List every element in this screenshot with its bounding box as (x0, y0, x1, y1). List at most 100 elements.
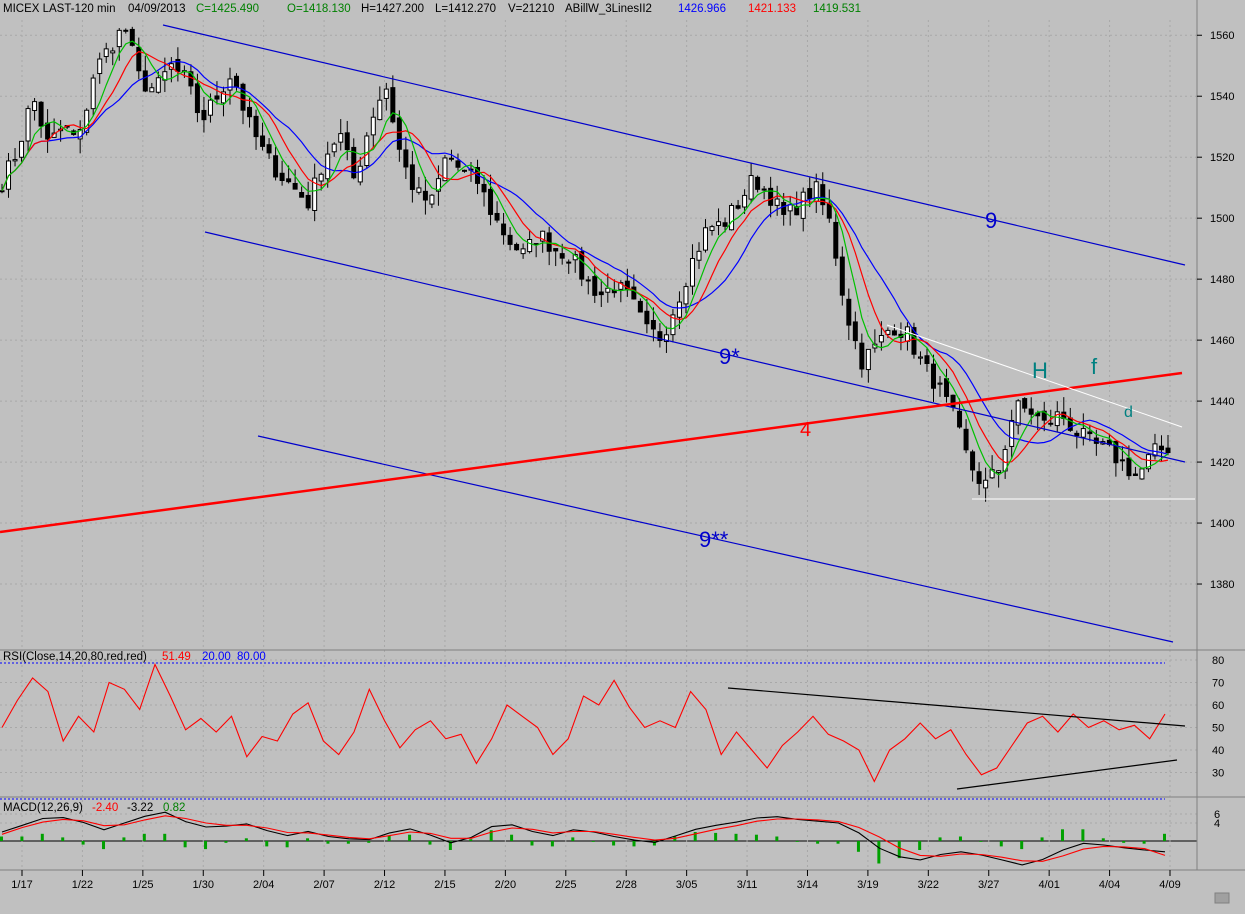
candle-body (755, 176, 761, 190)
candle (142, 55, 148, 93)
candle (312, 163, 318, 222)
candle (305, 181, 311, 211)
macd-histogram-bar (1122, 841, 1126, 843)
x-tick-label: 3/14 (797, 879, 818, 891)
candle-body (344, 132, 350, 151)
candle-body (377, 99, 383, 121)
candle-body (292, 182, 298, 190)
candle-body (260, 135, 266, 147)
price-panel (0, 26, 1171, 502)
macd-histogram-bar (142, 833, 146, 841)
macd-histogram-bar (204, 841, 208, 850)
candle-body (240, 83, 246, 111)
candle (90, 74, 96, 116)
candle-body (1009, 420, 1015, 447)
candle (761, 185, 767, 200)
candle (891, 324, 897, 336)
candle-body (97, 58, 103, 75)
candle-body (1087, 431, 1093, 435)
label-f: f (1091, 354, 1098, 379)
candle-body (911, 327, 917, 355)
candle-body (38, 101, 44, 127)
candle-body (435, 178, 441, 192)
macd-histogram-bar (0, 836, 3, 841)
candle (129, 26, 135, 47)
candle-body (357, 165, 363, 183)
candle-body (689, 258, 695, 287)
macd-histogram-bar (754, 834, 758, 841)
candle-body (657, 331, 663, 341)
candle (149, 82, 155, 93)
macd-histogram-bar (1142, 841, 1146, 844)
macd-histogram-bar (714, 832, 718, 841)
price-tick-label: 1480 (1210, 274, 1234, 286)
rsi-tick-label: 70 (1212, 678, 1224, 690)
candle-body (930, 363, 936, 389)
candle (214, 81, 220, 105)
macd-histogram-bar (122, 837, 126, 841)
scroll-indicator[interactable] (1214, 892, 1230, 904)
candle-body (833, 221, 839, 259)
macd-histogram-bar (816, 841, 820, 844)
rsi-tick-label: 60 (1212, 700, 1224, 712)
macd-histogram-bar (775, 836, 779, 841)
candle-body (305, 194, 311, 209)
macd-label: MACD(12,26,9) (3, 802, 83, 814)
candle-body (1028, 408, 1034, 415)
candle-body (559, 253, 565, 259)
macd-histogram-bar (938, 837, 942, 841)
candle-body (175, 58, 181, 72)
candle (774, 185, 780, 216)
candle-body (214, 95, 220, 100)
candle-body (338, 133, 344, 143)
label-d: d (1124, 404, 1133, 421)
macd-histogram-bar (877, 841, 881, 864)
candle (318, 172, 324, 191)
macd-histogram-bar (408, 834, 412, 841)
candle-body (729, 204, 735, 231)
macd-histogram-bar (918, 841, 922, 850)
x-tick-label: 2/20 (495, 879, 516, 891)
macd-histogram-bar (836, 841, 840, 844)
candle (110, 47, 116, 66)
candle-body (768, 187, 774, 206)
macd-histogram-bar (979, 841, 983, 842)
candle (1048, 409, 1054, 427)
candle-body (448, 157, 454, 160)
candle-body (279, 172, 285, 181)
candle (435, 165, 441, 206)
macd-histogram-bar (591, 841, 595, 842)
candle-body (507, 234, 513, 245)
candle (1113, 440, 1119, 477)
price-tick-label: 1420 (1210, 457, 1234, 469)
candle (19, 140, 25, 162)
candle (729, 203, 735, 231)
candle (1139, 467, 1145, 480)
macd-histogram-bar (61, 837, 65, 841)
candle-body (878, 335, 884, 343)
candle-body (579, 251, 585, 280)
macd-histogram-bar (550, 841, 554, 847)
candle-body (481, 183, 487, 193)
candle-body (103, 48, 109, 58)
candle-body (416, 187, 422, 193)
candle-body (234, 75, 240, 88)
macd-tick-label: 6 (1214, 809, 1220, 821)
rsi-label: RSI(Close,14,20,80,red,red) (3, 651, 147, 663)
macd-histogram-bar (285, 841, 289, 848)
candle-body (0, 190, 5, 193)
trend-red-line (0, 371, 1183, 534)
price-tick-label: 1500 (1210, 213, 1234, 225)
candle (742, 189, 748, 214)
candle-body (207, 99, 213, 116)
candle (390, 75, 396, 124)
x-tick-label: 3/19 (857, 879, 878, 891)
price-tick-label: 1380 (1210, 579, 1234, 591)
candle-body (494, 212, 500, 221)
candle (1087, 424, 1093, 442)
candle-body (917, 356, 923, 359)
candle (833, 211, 839, 266)
candle-body (149, 87, 155, 93)
candle-body (155, 77, 161, 93)
candle (676, 291, 682, 330)
